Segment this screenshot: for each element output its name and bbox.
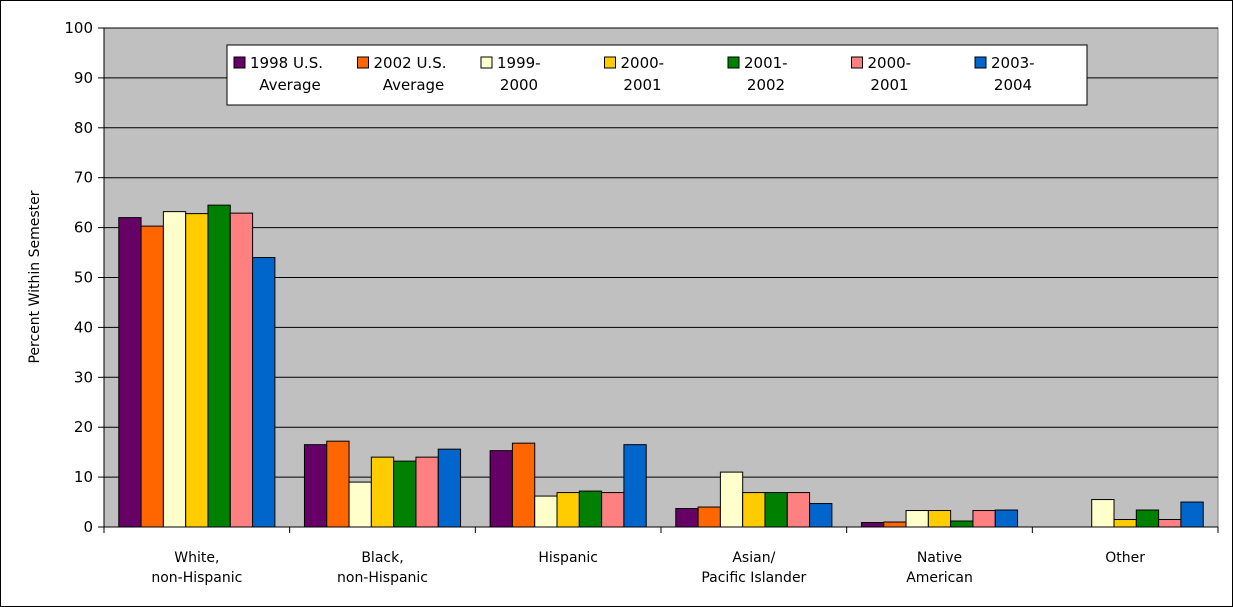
x-category-label: Asian/ <box>732 550 775 566</box>
bar <box>415 456 439 528</box>
legend-label: Average <box>383 76 445 94</box>
legend-label: Average <box>259 76 321 94</box>
y-tick-label: 80 <box>74 119 93 137</box>
legend-label: 2000 <box>500 76 538 94</box>
bar <box>905 510 929 528</box>
y-tick-label: 40 <box>74 318 93 336</box>
x-category-label: Hispanic <box>538 550 598 566</box>
bar <box>994 509 1019 528</box>
x-category-label: White, <box>174 550 219 566</box>
y-tick-label: 10 <box>74 468 93 486</box>
bar <box>1135 509 1160 528</box>
x-category-label: non-Hispanic <box>337 570 428 586</box>
x-category-label: American <box>906 570 973 586</box>
bar <box>809 503 833 528</box>
bar <box>1113 519 1137 528</box>
x-category-label: Other <box>1105 550 1145 566</box>
bar <box>326 440 350 528</box>
legend-swatch <box>233 56 246 69</box>
legend-label: 2000- <box>868 54 912 72</box>
legend-label: 2001- <box>744 54 788 72</box>
y-axis-title: Percent Within Semester <box>27 190 43 363</box>
bar <box>601 492 625 528</box>
bar <box>437 448 462 528</box>
x-category-label: Native <box>917 550 962 566</box>
bar <box>950 520 974 528</box>
bar <box>229 212 254 528</box>
bar <box>303 444 328 528</box>
bar <box>719 471 744 528</box>
bar <box>578 490 603 528</box>
bar <box>860 522 885 528</box>
bar <box>742 492 766 528</box>
category-labels: White, non-Hispanic Black, non-Hispanic Hisp… <box>151 550 1145 586</box>
bar <box>162 211 187 528</box>
y-tick-label: 30 <box>74 368 93 386</box>
bar <box>883 521 907 528</box>
y-tick-label: 100 <box>64 19 93 37</box>
bar <box>252 257 276 528</box>
legend-label: 2001 <box>870 76 908 94</box>
legend-swatch <box>974 56 987 69</box>
bar <box>1180 501 1204 528</box>
bar <box>348 481 372 528</box>
bar <box>118 217 142 528</box>
bar <box>140 225 164 528</box>
axes <box>98 27 1219 533</box>
y-tick-label: 90 <box>74 69 93 87</box>
legend-label: 2003- <box>991 54 1035 72</box>
bar <box>556 492 580 528</box>
bar <box>623 444 647 528</box>
bar <box>927 510 952 528</box>
y-tick-label: 70 <box>74 169 93 187</box>
bar <box>764 492 788 528</box>
legend-swatch <box>604 56 616 69</box>
bar <box>511 442 536 528</box>
x-category-label: Black, <box>361 550 403 566</box>
bars <box>118 204 1204 528</box>
legend-swatch <box>480 56 493 69</box>
legend-label: 2004 <box>994 76 1032 94</box>
y-tick-labels: 0 10 20 30 40 50 60 70 80 90 100 <box>64 19 93 536</box>
legend-swatch <box>851 56 863 69</box>
legend-label: 1999- <box>497 54 541 72</box>
legend-label: 2002 <box>747 76 785 94</box>
bar <box>1091 499 1115 528</box>
bar <box>534 495 558 528</box>
bar <box>1158 519 1182 528</box>
legend-label: 1998 U.S. <box>250 54 323 72</box>
legend-swatch <box>727 56 740 69</box>
legend-box <box>226 44 1088 106</box>
x-category-label: Pacific Islander <box>701 570 806 586</box>
legend-label: 2001 <box>623 76 661 94</box>
y-tick-label: 50 <box>74 269 93 287</box>
legend-label: 2000- <box>621 54 665 72</box>
bar <box>207 204 231 528</box>
bar <box>675 508 699 528</box>
bar <box>786 492 811 528</box>
legend-label: 2002 U.S. <box>374 54 447 72</box>
legend-swatch <box>357 56 369 69</box>
bar <box>972 510 996 528</box>
x-category-label: non-Hispanic <box>151 570 242 586</box>
y-tick-label: 20 <box>74 418 93 436</box>
legend: 1998 U.S. Average 2002 U.S. Average 1999- 200… <box>226 44 1088 106</box>
bar <box>697 506 721 528</box>
bar <box>393 460 417 528</box>
bar <box>489 450 513 528</box>
bar <box>370 456 395 528</box>
bar <box>185 213 209 528</box>
y-tick-label: 0 <box>83 518 93 536</box>
y-tick-label: 60 <box>74 219 93 237</box>
